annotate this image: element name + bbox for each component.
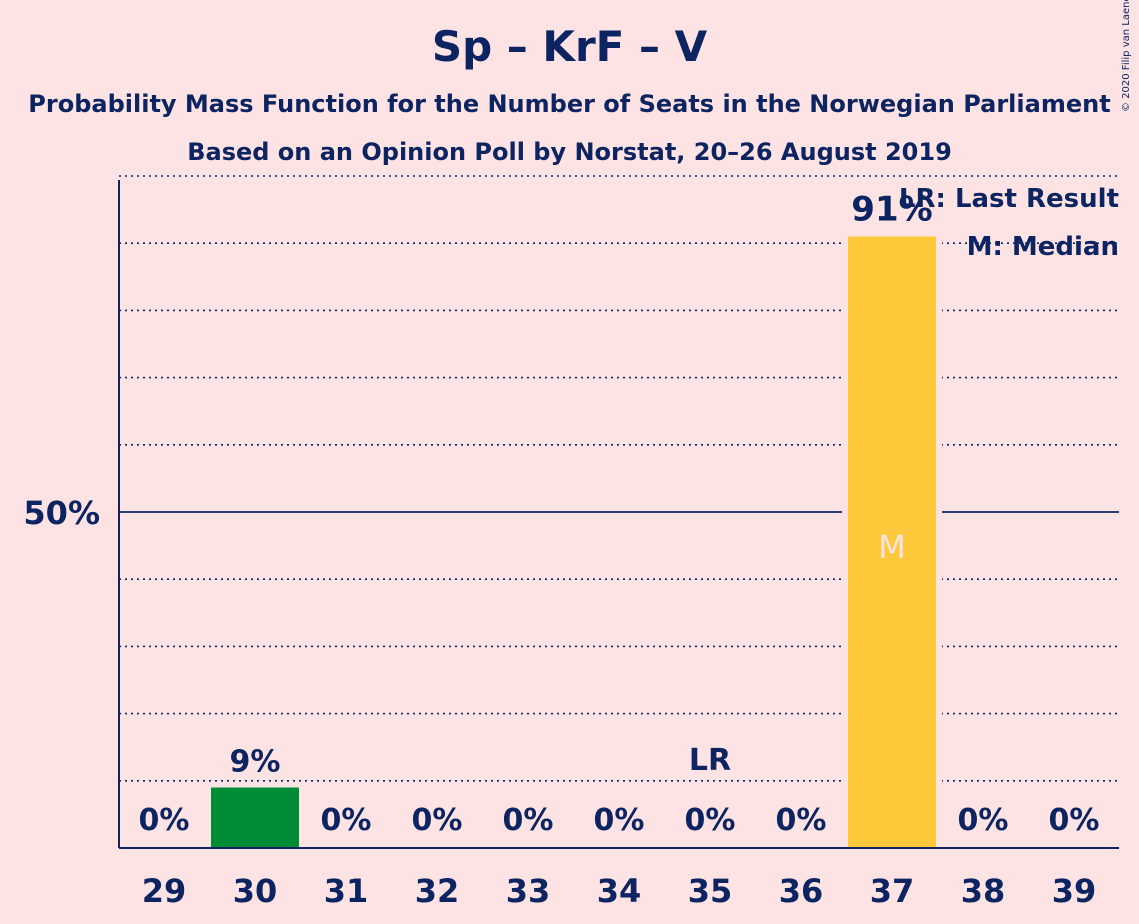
x-tick-label: 33	[506, 872, 551, 910]
x-tick-label: 38	[961, 872, 1006, 910]
bar-seat-37	[848, 236, 936, 849]
chart-subtitle: Probability Mass Function for the Number…	[28, 90, 1111, 118]
x-tick-label: 39	[1052, 872, 1097, 910]
data-label: 0%	[776, 803, 827, 838]
y-tick-label: 50%	[23, 494, 100, 532]
bar-seat-30	[211, 787, 299, 848]
x-tick-label: 37	[870, 872, 915, 910]
x-tick-label: 36	[779, 872, 824, 910]
data-label: 0%	[412, 803, 463, 838]
data-label: 0%	[503, 803, 554, 838]
last-result-marker: LR	[689, 743, 731, 778]
data-label: 0%	[321, 803, 372, 838]
x-tick-label: 31	[324, 872, 369, 910]
legend-median: M: Median	[966, 232, 1119, 262]
chart-title: Sp – KrF – V	[431, 22, 708, 71]
data-label: 0%	[1049, 803, 1100, 838]
x-tick-label: 35	[688, 872, 733, 910]
data-label: 0%	[139, 803, 190, 838]
median-marker: M	[878, 528, 906, 566]
data-label: 9%	[230, 745, 281, 780]
data-label: 0%	[685, 803, 736, 838]
x-tick-label: 30	[233, 872, 278, 910]
data-label: 0%	[594, 803, 645, 838]
legend-last-result: LR: Last Result	[898, 184, 1119, 214]
x-tick-label: 34	[597, 872, 642, 910]
x-tick-label: 32	[415, 872, 460, 910]
chart-source: Based on an Opinion Poll by Norstat, 20–…	[187, 138, 952, 166]
data-label: 91%	[851, 189, 932, 229]
data-label: 0%	[958, 803, 1009, 838]
x-tick-label: 29	[142, 872, 187, 910]
